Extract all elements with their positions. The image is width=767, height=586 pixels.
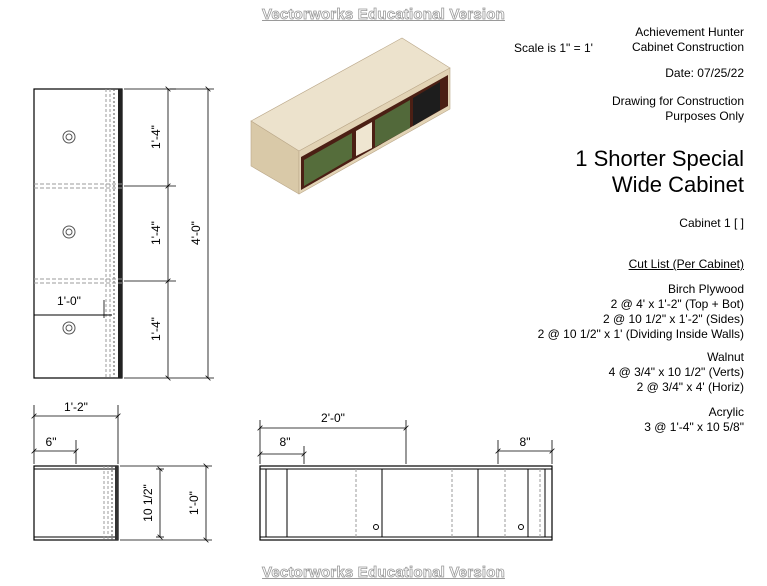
cut-item: 2 @ 10 1/2" x 1' (Dividing Inside Walls) — [537, 327, 744, 341]
date-label: Date: 07/25/22 — [665, 66, 744, 80]
watermark-top: Vectorworks Educational Version — [262, 6, 506, 24]
top-view — [259, 465, 553, 541]
drawing-title-line-1: 1 Shorter Special — [575, 146, 744, 171]
drawing-title-line-2: Wide Cabinet — [611, 172, 744, 197]
scale-label: Scale is 1" = 1' — [514, 41, 593, 55]
purpose-line-1: Drawing for Construction — [611, 94, 744, 108]
dim-top-right-offset: 8" — [520, 435, 531, 449]
cut-item: 2 @ 4' x 1'-2" (Top + Bot) — [610, 297, 744, 311]
knob-icon — [62, 225, 76, 239]
cut-item: 3 @ 1'-4" x 10 5/8" — [644, 420, 744, 434]
client-block: Achievement Hunter Cabinet Construction — [632, 25, 744, 55]
knob-icon — [373, 524, 379, 530]
cut-list-heading: Cut List (Per Cabinet) — [628, 257, 744, 271]
watermark-bottom: Vectorworks Educational Version — [262, 564, 506, 582]
dim-front-width: 1'-0" — [57, 294, 81, 308]
cut-list-walnut: Walnut 4 @ 3/4" x 10 1/2" (Verts) 2 @ 3/… — [609, 350, 744, 395]
cut-item: 2 @ 3/4" x 4' (Horiz) — [636, 380, 744, 394]
cut-item: 2 @ 10 1/2" x 1'-2" (Sides) — [602, 312, 744, 326]
dim-side-inner-height: 10 1/2" — [141, 484, 155, 522]
drawing-title: 1 Shorter Special Wide Cabinet — [575, 146, 744, 198]
side-view — [33, 465, 119, 541]
dim-front-section-3: 1'-4" — [149, 317, 163, 341]
cut-list-plywood: Birch Plywood 2 @ 4' x 1'-2" (Top + Bot)… — [538, 282, 744, 342]
client-line-2: Cabinet Construction — [631, 40, 744, 54]
dim-front-section-1: 1'-4" — [149, 125, 163, 149]
dim-side-height: 1'-0" — [187, 491, 201, 515]
front-elevation-view — [33, 88, 123, 379]
purpose-line-2: Purposes Only — [665, 109, 744, 123]
front-dimension-lines — [33, 86, 214, 381]
material-name: Walnut — [707, 350, 744, 364]
dim-top-half: 2'-0" — [321, 411, 345, 425]
knob-icon — [62, 130, 76, 144]
top-dimension-lines — [257, 420, 555, 464]
material-name: Acrylic — [708, 405, 744, 419]
cut-item: 4 @ 3/4" x 10 1/2" (Verts) — [608, 365, 744, 379]
cut-list-acrylic: Acrylic 3 @ 1'-4" x 10 5/8" — [644, 405, 744, 435]
side-dimension-lines — [31, 405, 212, 543]
knob-icon — [518, 524, 524, 530]
dim-side-depth: 1'-2" — [64, 400, 88, 414]
cabinet-id: Cabinet 1 [ ] — [679, 216, 744, 230]
knob-icon — [62, 321, 76, 335]
dim-side-inset: 6" — [46, 435, 57, 449]
dim-top-left-offset: 8" — [280, 435, 291, 449]
isometric-cabinet-render — [250, 37, 451, 195]
material-name: Birch Plywood — [667, 282, 744, 296]
client-line-1: Achievement Hunter — [635, 25, 744, 39]
dim-front-total: 4'-0" — [189, 221, 203, 245]
dim-front-section-2: 1'-4" — [149, 221, 163, 245]
purpose-block: Drawing for Construction Purposes Only — [612, 94, 744, 124]
